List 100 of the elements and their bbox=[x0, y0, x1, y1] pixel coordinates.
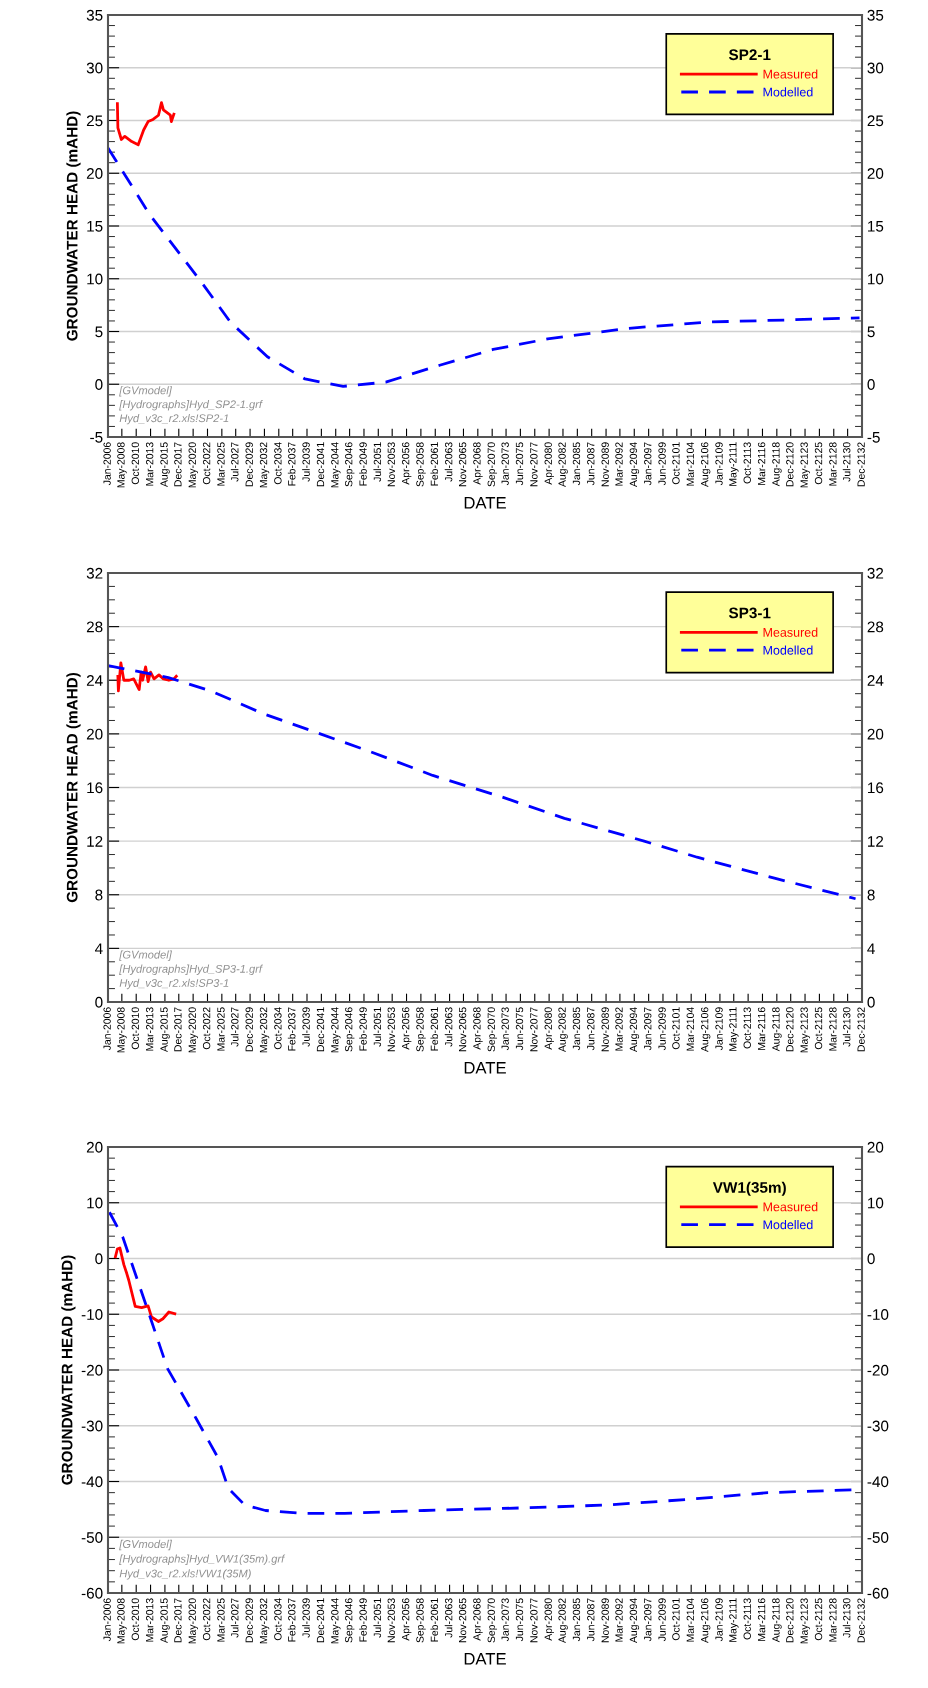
x-tick-label: Aug-2082 bbox=[558, 1007, 568, 1053]
x-tick-label: Oct-2010 bbox=[131, 1598, 139, 1641]
x-tick-label: May-2111 bbox=[729, 442, 739, 486]
x-tick-label: Jan-2085 bbox=[572, 442, 581, 486]
x-tick-label: Feb-2061 bbox=[430, 1007, 439, 1051]
x-tick-label: Mar-2104 bbox=[686, 1598, 694, 1642]
x-tick-label: Oct-2125 bbox=[814, 1007, 823, 1050]
x-tick-label: Sep-2058 bbox=[416, 442, 426, 487]
x-tick-label: Jul-2063 bbox=[444, 1598, 453, 1638]
x-tick-label: Oct-2101 bbox=[672, 442, 680, 485]
y2-tick-label: 20 bbox=[867, 1141, 884, 1153]
x-tick-label: Oct-2113 bbox=[743, 1007, 751, 1049]
y-tick-label: 30 bbox=[86, 62, 103, 74]
x-tick-label: Aug-2106 bbox=[700, 1007, 711, 1053]
x-tick-label: May-2020 bbox=[188, 1007, 198, 1053]
legend-title: VW1(35m) bbox=[712, 1181, 786, 1196]
x-tick-label: Apr-2056 bbox=[401, 442, 412, 485]
y2-tick-label: -30 bbox=[867, 1420, 889, 1432]
y-axis-title: GROUNDWATER HEAD (mAHD) bbox=[66, 672, 81, 903]
annotation: [GVmodel] bbox=[119, 950, 173, 961]
x-tick-label: Jan-2006 bbox=[103, 442, 111, 486]
text: Modelled bbox=[763, 1220, 813, 1230]
y2-tick-label: 0 bbox=[867, 996, 875, 1008]
x-tick-label: Dec-2120 bbox=[786, 1007, 794, 1052]
x-tick-label: Jul-2027 bbox=[230, 1007, 239, 1047]
x-tick-label: May-2044 bbox=[331, 1598, 341, 1644]
y-tick-label: 0 bbox=[95, 1253, 103, 1265]
y2-tick-label: 28 bbox=[867, 621, 884, 633]
y2-tick-label: 10 bbox=[868, 1197, 884, 1209]
x-tick-label: Jun-2087 bbox=[587, 1007, 595, 1051]
y2-tick-label: 20 bbox=[867, 728, 884, 740]
y2-tick-label: 15 bbox=[868, 221, 884, 232]
x-tick-label: Apr-2056 bbox=[401, 1007, 412, 1050]
y2-tick-label: -5 bbox=[867, 432, 880, 443]
x-tick-label: Feb-2049 bbox=[359, 442, 367, 486]
y-tick-label: 10 bbox=[87, 273, 103, 285]
x-tick-label: Apr-2080 bbox=[544, 1007, 554, 1050]
x-tick-label: Apr-2080 bbox=[544, 442, 554, 485]
x-tick-label: Jan-2109 bbox=[715, 1007, 723, 1051]
y2-tick-label: -40 bbox=[867, 1476, 889, 1488]
x-tick-label: Jul-2027 bbox=[230, 442, 239, 482]
x-tick-label: Feb-2037 bbox=[287, 442, 296, 486]
x-tick-label: Oct-2101 bbox=[672, 1007, 680, 1050]
x-tick-label: Nov-2089 bbox=[601, 1007, 609, 1052]
x-tick-label: Jul-2051 bbox=[373, 1598, 382, 1638]
text: Measured bbox=[763, 1202, 818, 1212]
y-tick-label: 12 bbox=[87, 835, 103, 847]
x-tick-label: Jul-2130 bbox=[842, 442, 851, 482]
x-tick-label: Dec-2017 bbox=[174, 442, 182, 487]
x-tick-label: Aug-2118 bbox=[772, 1598, 782, 1643]
x-tick-label: Nov-2077 bbox=[530, 1598, 538, 1643]
x-tick-label: Jun-2099 bbox=[658, 1007, 666, 1051]
x-tick-label: Oct-2022 bbox=[202, 1007, 211, 1050]
y-tick-label: -40 bbox=[81, 1476, 103, 1488]
y2-tick-label: 0 bbox=[867, 379, 875, 390]
x-tick-label: Mar-2092 bbox=[615, 1598, 623, 1642]
line-series bbox=[108, 664, 857, 901]
x-tick-label: Aug-2015 bbox=[160, 1598, 170, 1644]
x-tick-label: Jan-2073 bbox=[501, 1598, 509, 1642]
x-tick-label: Mar-2013 bbox=[145, 1598, 154, 1642]
y-tick-label: 20 bbox=[86, 1141, 103, 1153]
x-tick-label: May-2008 bbox=[117, 442, 127, 488]
x-tick-label: Nov-2065 bbox=[458, 1598, 467, 1643]
y-tick-label: -10 bbox=[81, 1309, 103, 1320]
x-tick-label: Aug-2082 bbox=[558, 442, 568, 488]
x-tick-label: Mar-2116 bbox=[757, 1598, 766, 1641]
x-tick-label: Jan-2085 bbox=[572, 1598, 581, 1642]
line-series bbox=[116, 101, 176, 147]
annotation: [Hydrographs]Hyd_SP2-1.grf bbox=[119, 400, 263, 411]
x-tick-label: Jul-2130 bbox=[842, 1598, 851, 1638]
x-tick-label: Oct-2034 bbox=[274, 1007, 282, 1050]
x-tick-label: Jun-2087 bbox=[587, 1598, 595, 1642]
x-tick-label: Jun-2075 bbox=[515, 1007, 524, 1051]
x-tick-label: May-2123 bbox=[800, 1007, 810, 1053]
x-tick-label: Mar-2128 bbox=[829, 1007, 837, 1051]
y2-tick-label: 8 bbox=[867, 889, 875, 901]
x-tick-label: Dec-2120 bbox=[786, 442, 794, 487]
x-tick-label: Jul-2130 bbox=[842, 1007, 851, 1047]
x-tick-label: Oct-2022 bbox=[202, 1598, 211, 1641]
x-tick-label: May-2020 bbox=[188, 1598, 198, 1644]
y-axis-title: GROUNDWATER HEAD (mAHD) bbox=[61, 1255, 76, 1485]
y2-tick-label: 35 bbox=[867, 9, 884, 21]
x-tick-label: Dec-2041 bbox=[316, 1598, 325, 1643]
x-tick-label: Apr-2068 bbox=[473, 1598, 483, 1641]
annotation: Hyd_v3c_r2.xls!VW1(35M) bbox=[119, 1569, 251, 1580]
x-tick-label: Oct-2010 bbox=[131, 442, 139, 485]
x-tick-label: Dec-2029 bbox=[245, 1598, 253, 1643]
y2-tick-label: 10 bbox=[868, 273, 884, 285]
x-tick-label: Feb-2049 bbox=[359, 1007, 367, 1051]
x-tick-label: May-2032 bbox=[259, 1598, 270, 1644]
x-tick-label: May-2123 bbox=[800, 1598, 810, 1644]
x-tick-label: Jun-2075 bbox=[515, 1598, 524, 1642]
x-tick-label: Nov-2077 bbox=[530, 1007, 538, 1052]
y-tick-label: -50 bbox=[81, 1532, 103, 1543]
text: Measured bbox=[763, 69, 818, 79]
x-tick-label: May-2044 bbox=[331, 1007, 341, 1053]
x-tick-label: Apr-2068 bbox=[473, 442, 483, 485]
x-tick-label: May-2020 bbox=[188, 442, 198, 488]
x-tick-label: Mar-2104 bbox=[686, 442, 694, 486]
x-tick-label: Jun-2099 bbox=[658, 442, 666, 486]
